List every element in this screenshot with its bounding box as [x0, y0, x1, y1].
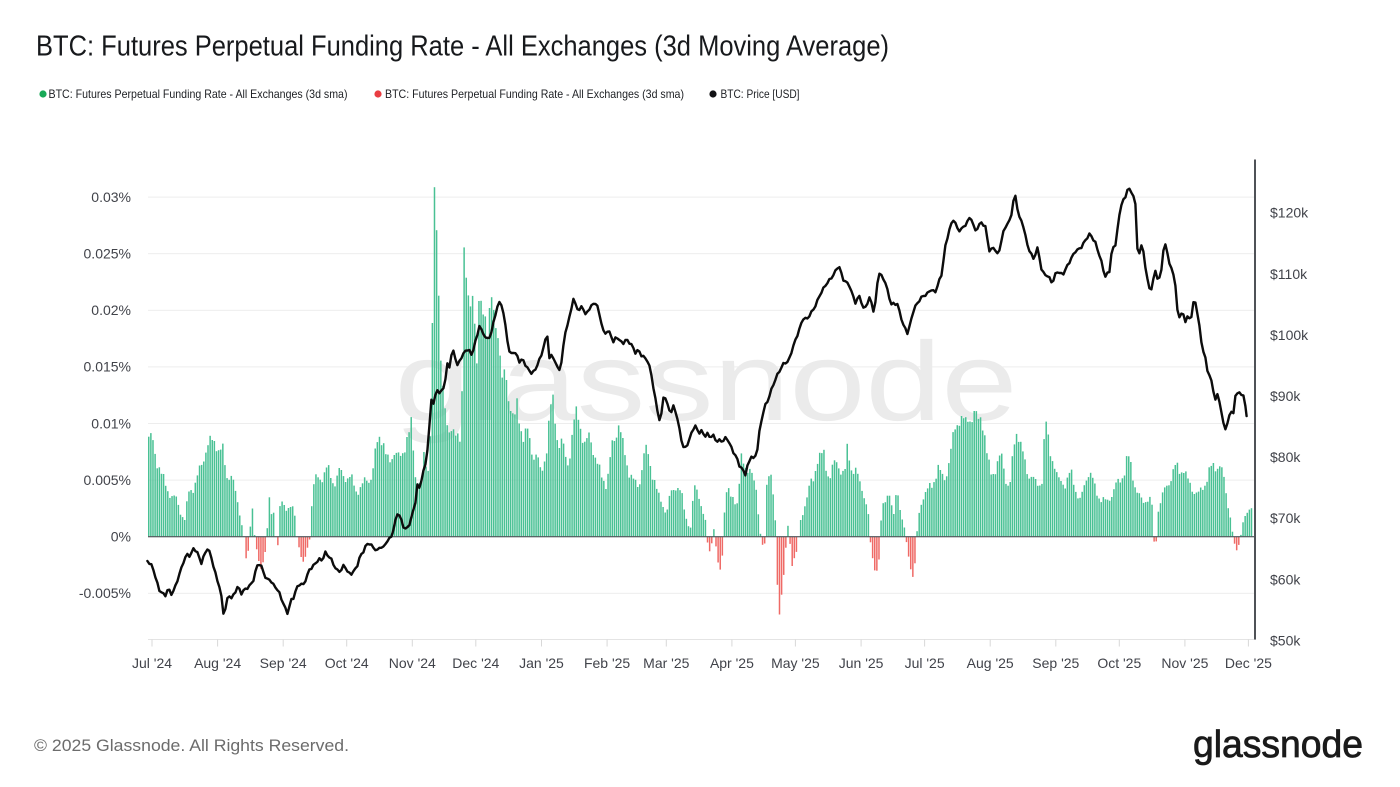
svg-text:Jul '24: Jul '24: [132, 655, 172, 671]
svg-text:$110k: $110k: [1270, 266, 1308, 282]
svg-text:Jul '25: Jul '25: [905, 655, 945, 671]
svg-text:0%: 0%: [111, 529, 131, 545]
svg-text:Apr '25: Apr '25: [710, 655, 754, 671]
svg-text:glassnode: glassnode: [1193, 724, 1363, 766]
svg-text:0.015%: 0.015%: [84, 359, 131, 375]
svg-text:BTC: Futures Perpetual Funding: BTC: Futures Perpetual Funding Rate - Al…: [36, 31, 889, 63]
svg-text:May '25: May '25: [771, 655, 820, 671]
svg-text:Aug '24: Aug '24: [194, 655, 241, 671]
svg-text:$60k: $60k: [1270, 571, 1301, 587]
svg-text:Aug '25: Aug '25: [967, 655, 1014, 671]
svg-text:Mar '25: Mar '25: [643, 655, 689, 671]
svg-text:BTC: Futures Perpetual Funding: BTC: Futures Perpetual Funding Rate - Al…: [49, 88, 348, 101]
svg-text:-0.005%: -0.005%: [79, 585, 131, 601]
svg-text:Jun '25: Jun '25: [839, 655, 884, 671]
svg-text:0.025%: 0.025%: [84, 246, 131, 262]
svg-text:Dec '24: Dec '24: [452, 655, 499, 671]
svg-text:Feb '25: Feb '25: [584, 655, 630, 671]
svg-text:Dec '25: Dec '25: [1225, 655, 1272, 671]
svg-text:Jan '25: Jan '25: [519, 655, 564, 671]
svg-text:0.005%: 0.005%: [84, 472, 131, 488]
svg-text:0.01%: 0.01%: [91, 415, 131, 431]
svg-text:$80k: $80k: [1270, 449, 1301, 465]
svg-text:Nov '25: Nov '25: [1161, 655, 1208, 671]
svg-text:Oct '24: Oct '24: [325, 655, 369, 671]
svg-text:BTC: Futures Perpetual Funding: BTC: Futures Perpetual Funding Rate - Al…: [385, 88, 684, 101]
svg-text:$100k: $100k: [1270, 327, 1309, 343]
svg-text:0.02%: 0.02%: [91, 302, 131, 318]
svg-text:$90k: $90k: [1270, 388, 1301, 404]
svg-text:Oct '25: Oct '25: [1097, 655, 1141, 671]
svg-text:0.03%: 0.03%: [91, 189, 131, 205]
svg-text:$120k: $120k: [1270, 205, 1309, 221]
svg-text:© 2025 Glassnode. All Rights R: © 2025 Glassnode. All Rights Reserved.: [34, 736, 349, 755]
svg-text:Sep '25: Sep '25: [1032, 655, 1079, 671]
svg-text:$70k: $70k: [1270, 510, 1301, 526]
svg-text:$50k: $50k: [1270, 632, 1301, 648]
svg-text:BTC: Price [USD]: BTC: Price [USD]: [721, 88, 800, 101]
svg-text:Nov '24: Nov '24: [389, 655, 436, 671]
svg-text:Sep '24: Sep '24: [260, 655, 307, 671]
